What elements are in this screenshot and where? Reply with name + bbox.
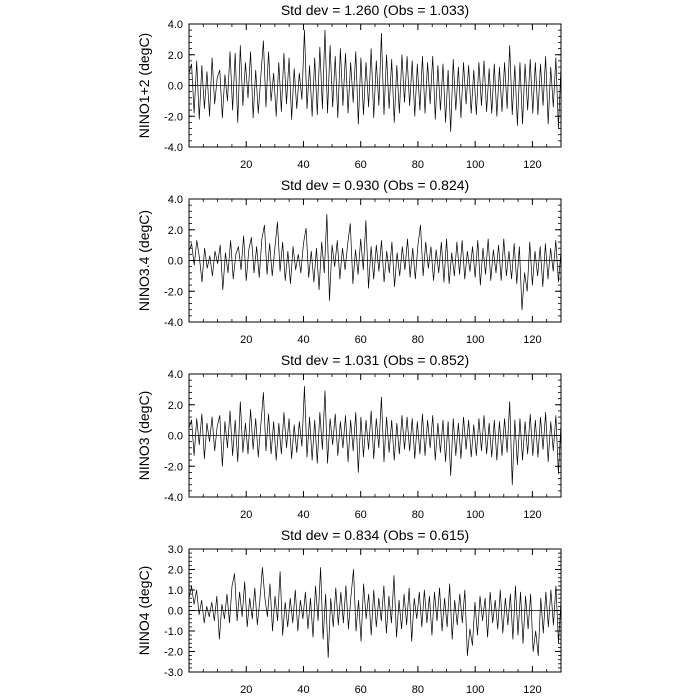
y-tick-label: -2.0	[164, 111, 183, 123]
x-tick-label: 40	[297, 334, 309, 346]
x-tick-label: 20	[240, 159, 252, 171]
y-tick-label: -4.0	[164, 492, 183, 504]
y-tick-label: 2.0	[168, 50, 183, 62]
x-tick-label: 40	[297, 509, 309, 521]
x-tick-label: 100	[466, 684, 484, 696]
x-tick-label: 100	[466, 334, 484, 346]
chart-panel-3: Std dev = 1.031 (Obs = 0.852) NINO3 (degC…	[136, 352, 562, 521]
x-tick-label: 80	[412, 159, 424, 171]
x-tick-label: 20	[240, 509, 252, 521]
y-tick-label: -1.0	[164, 626, 183, 638]
x-tick-label: 40	[297, 159, 309, 171]
y-tick-label: 0.0	[168, 81, 183, 93]
y-tick-label: 4.0	[168, 194, 183, 206]
y-tick-label: 4.0	[168, 19, 183, 31]
x-tick-label: 120	[523, 509, 541, 521]
x-tick-label: 120	[523, 159, 541, 171]
chart-title: Std dev = 1.031 (Obs = 0.852)	[281, 352, 469, 368]
y-tick-label: 0.0	[168, 606, 183, 618]
y-tick-label: -2.0	[164, 647, 183, 659]
x-tick-label: 20	[240, 684, 252, 696]
y-axis-label: NINO3.4 (degC)	[136, 210, 152, 311]
x-tick-label: 60	[355, 334, 367, 346]
chart-panel-2: Std dev = 0.930 (Obs = 0.824) NINO3.4 (de…	[136, 177, 562, 346]
y-tick-label: 2.0	[168, 400, 183, 412]
x-tick-label: 60	[355, 159, 367, 171]
x-tick-label: 40	[297, 684, 309, 696]
x-tick-label: 80	[412, 509, 424, 521]
y-tick-label: -3.0	[164, 667, 183, 679]
chart-title: Std dev = 0.834 (Obs = 0.615)	[281, 527, 469, 543]
series-line-NINO1+2	[188, 29, 562, 132]
series-line-NINO3	[188, 385, 562, 486]
chart-panel-1: Std dev = 1.260 (Obs = 1.033) NINO1+2 (de…	[136, 2, 562, 171]
x-tick-label: 20	[240, 334, 252, 346]
y-tick-label: 1.0	[168, 585, 183, 597]
x-tick-label: 60	[355, 684, 367, 696]
series-line-NINO3.4	[188, 214, 562, 311]
y-axis-label: NINO1+2 (degC)	[136, 33, 152, 138]
y-tick-label: -4.0	[164, 317, 183, 329]
x-tick-label: 100	[466, 509, 484, 521]
y-tick-label: 0.0	[168, 256, 183, 268]
y-tick-label: 4.0	[168, 369, 183, 381]
x-tick-label: 80	[412, 684, 424, 696]
y-tick-label: 3.0	[168, 544, 183, 556]
chart-title: Std dev = 0.930 (Obs = 0.824)	[281, 177, 469, 193]
y-axis-label: NINO3 (degC)	[136, 391, 152, 480]
chart-panel-4: Std dev = 0.834 (Obs = 0.615) NINO4 (degC…	[136, 527, 562, 696]
series-line-NINO4	[188, 567, 562, 659]
x-tick-label: 100	[466, 159, 484, 171]
y-axis-label: NINO4 (degC)	[136, 566, 152, 655]
y-tick-label: 0.0	[168, 431, 183, 443]
x-tick-label: 80	[412, 334, 424, 346]
y-tick-label: -2.0	[164, 286, 183, 298]
y-tick-label: -2.0	[164, 461, 183, 473]
y-tick-label: 2.0	[168, 225, 183, 237]
y-tick-label: -4.0	[164, 142, 183, 154]
x-tick-label: 120	[523, 684, 541, 696]
y-tick-label: 2.0	[168, 565, 183, 577]
x-tick-label: 60	[355, 509, 367, 521]
x-tick-label: 120	[523, 334, 541, 346]
chart-title: Std dev = 1.260 (Obs = 1.033)	[281, 2, 469, 18]
